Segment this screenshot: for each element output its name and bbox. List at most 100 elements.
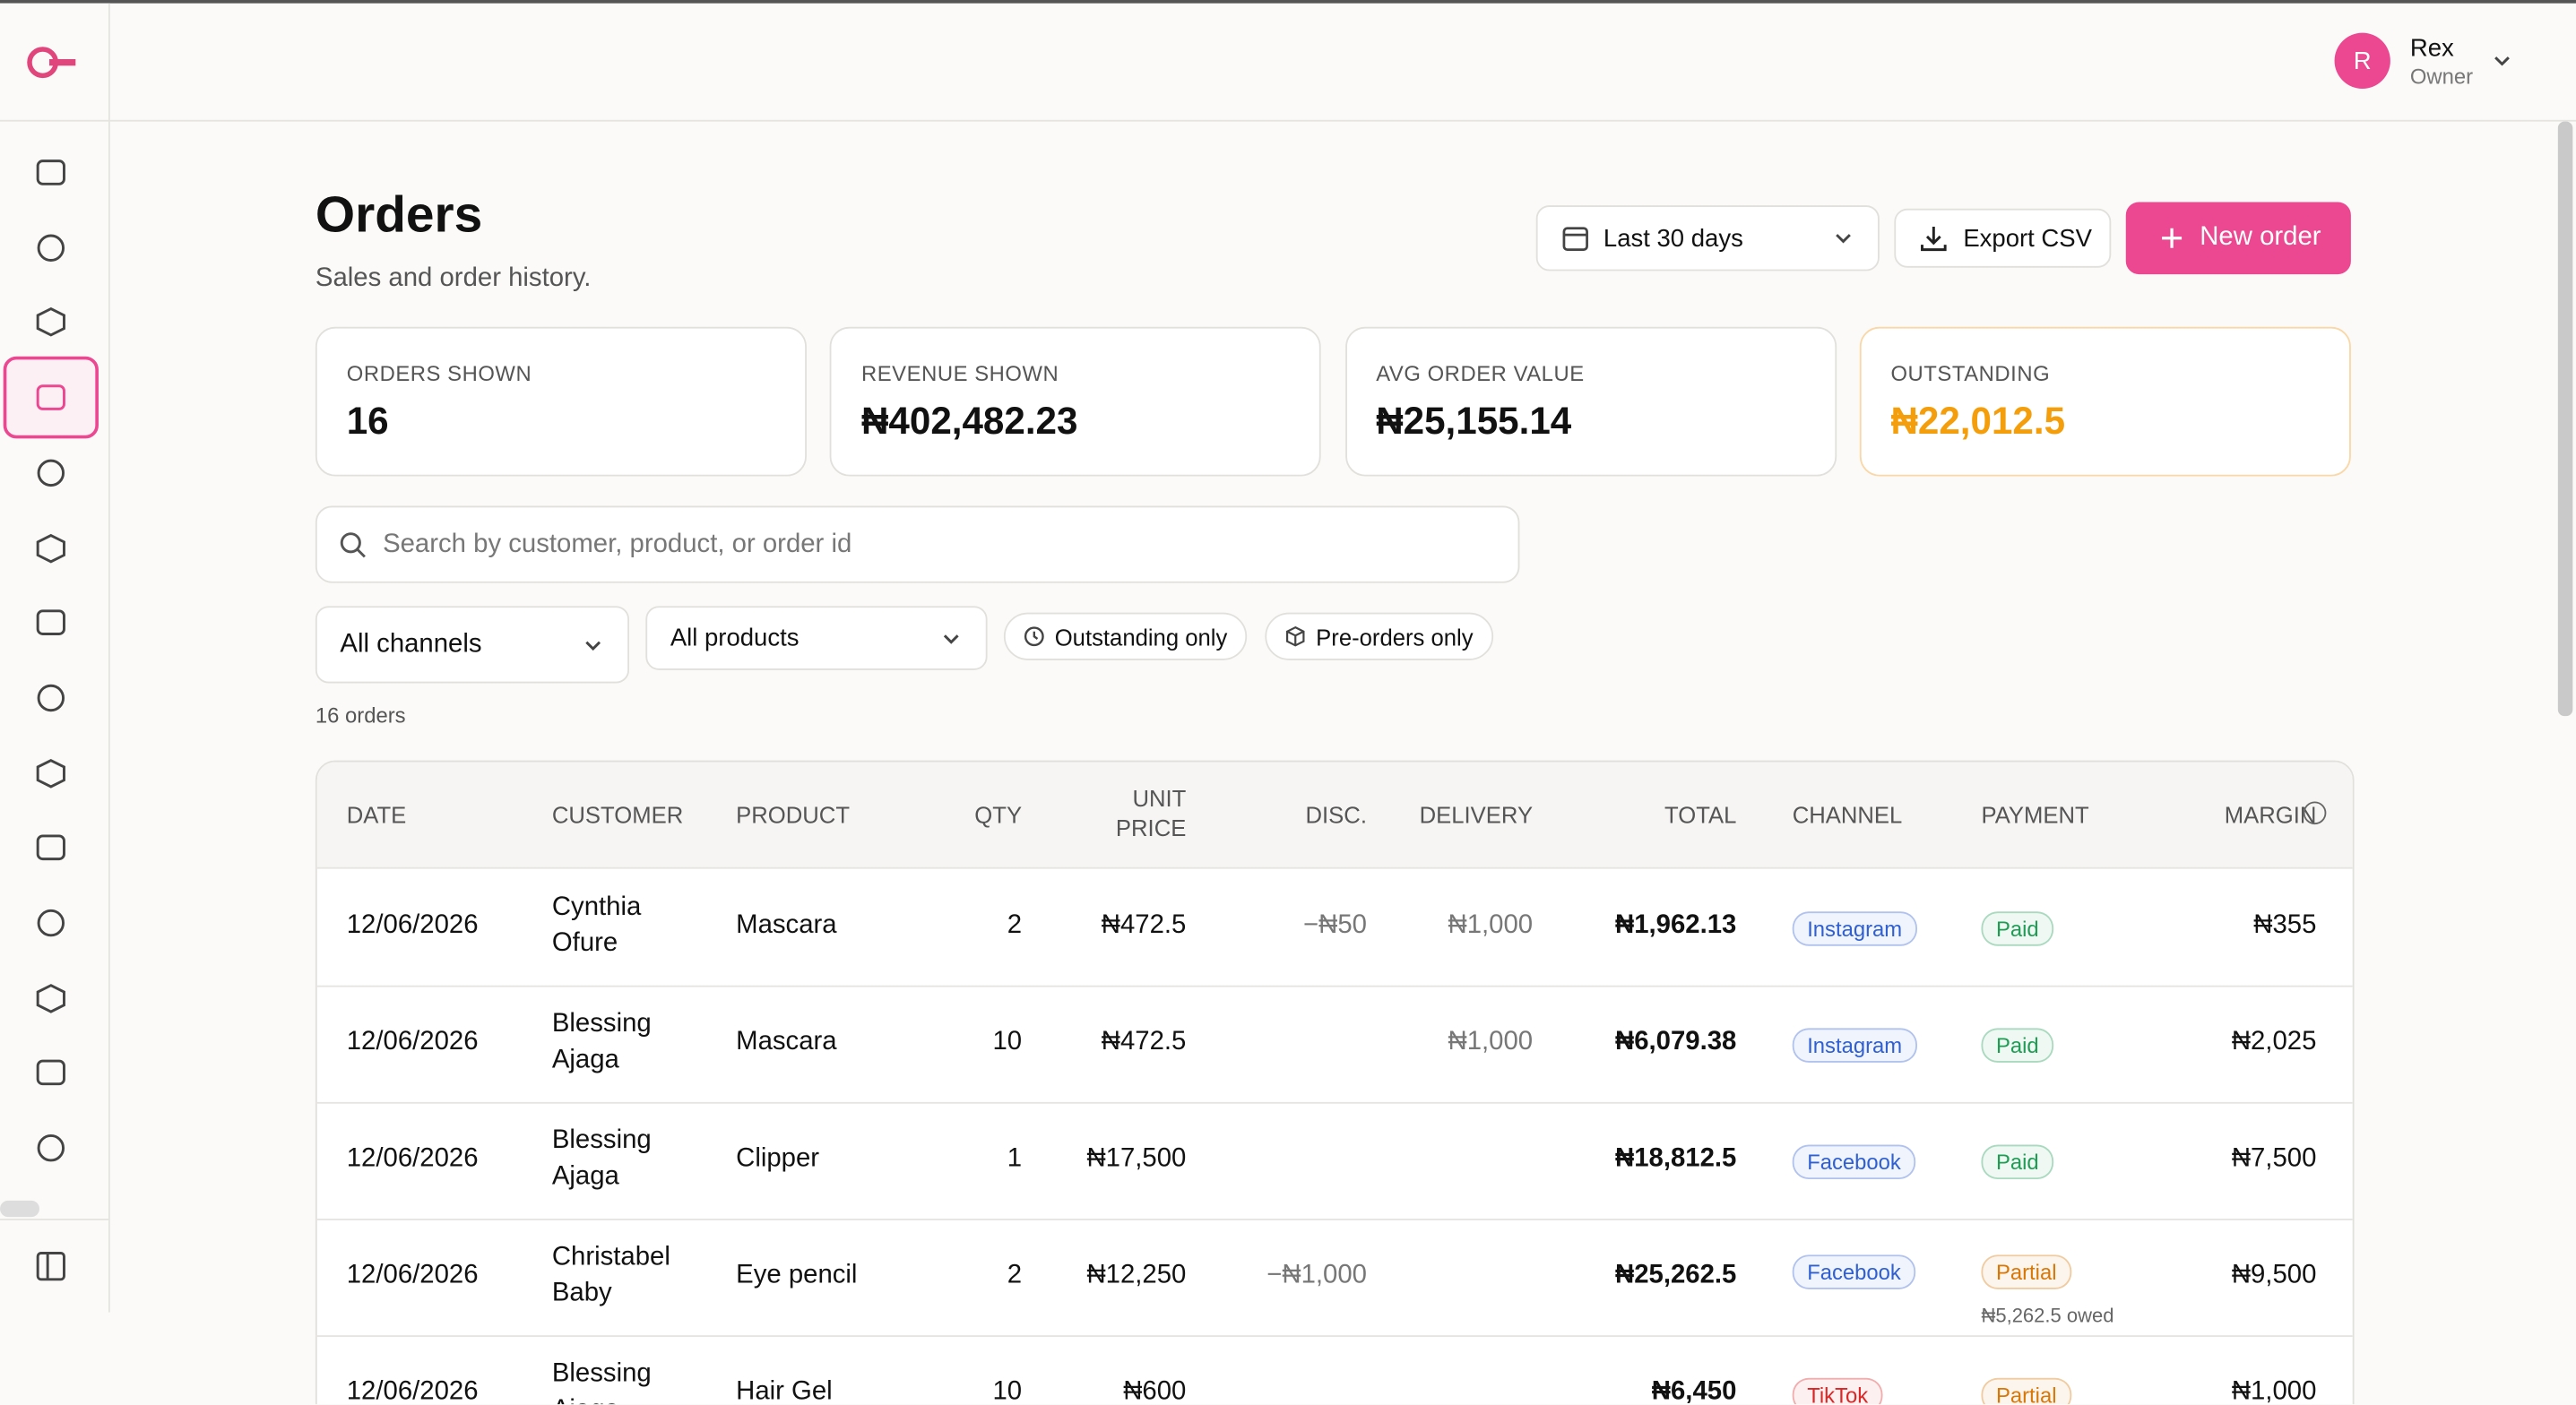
discount-cell: −₦50 <box>1303 911 1367 940</box>
nav-icon[interactable] <box>33 830 69 866</box>
product-cell: Clipper <box>736 1144 820 1173</box>
export-button[interactable]: Export CSV <box>1894 208 2112 268</box>
customer-cell: Blessing Ajaga <box>551 1126 652 1191</box>
product-cell: Mascara <box>736 911 837 940</box>
total-cell: ₦6,450 <box>1651 1377 1737 1405</box>
margin-cell: ₦9,500 <box>2231 1261 2317 1289</box>
search-box[interactable]: Search by customer, product, or order id <box>315 505 1520 583</box>
nav-icon[interactable] <box>33 229 69 265</box>
new-order-label: New order <box>2200 223 2321 252</box>
qty-cell: 1 <box>1007 1144 1023 1173</box>
nav-icon[interactable] <box>33 154 69 190</box>
channel-badge: Instagram <box>1792 1028 1917 1063</box>
column-header: DISC. <box>1305 801 1367 828</box>
outstanding-label: Outstanding only <box>1054 623 1228 650</box>
nav-icon[interactable] <box>33 605 69 641</box>
channel-badge: Facebook <box>1792 1254 1916 1289</box>
nav-icon[interactable] <box>33 980 69 1016</box>
product-filter[interactable]: All products <box>645 606 988 670</box>
download-icon <box>1921 226 1947 252</box>
qty-cell: 10 <box>992 1028 1023 1056</box>
date-cell: 12/06/2026 <box>346 1377 479 1405</box>
customer-cell: Blessing Ajaga <box>551 1359 652 1404</box>
nav-icon[interactable] <box>33 380 69 416</box>
chevron <box>943 634 959 643</box>
date-range: Last 30 days <box>1603 224 1743 253</box>
row-divider <box>316 1101 2353 1104</box>
stat-label: ORDERS SHOWN <box>346 361 532 386</box>
payment-badge: Paid <box>1981 1144 2054 1180</box>
user-role: Owner <box>2409 64 2474 89</box>
column-header: QTY <box>974 801 1023 828</box>
owed-note: ₦5,262.5 owed <box>1981 1304 2114 1327</box>
page-title: Orders <box>315 185 483 244</box>
date-range-select[interactable]: Last 30 days <box>1535 205 1880 272</box>
column-header: DELIVERY <box>1419 801 1534 828</box>
preorders-toggle[interactable]: Pre-orders only <box>1265 612 1493 660</box>
stat-card: ORDERS SHOWN 16 <box>315 326 807 477</box>
orders-table: DATE CUSTOMER PRODUCT QTY UNIT PRICE DISC. DEL… <box>315 760 2355 1405</box>
delivery-cell: ₦1,000 <box>1448 911 1534 940</box>
nav-icon[interactable] <box>33 905 69 941</box>
column-header: MARGIN <box>2224 801 2317 828</box>
channel-badge: Facebook <box>1792 1144 1916 1180</box>
channel-filter[interactable]: All channels <box>315 606 630 684</box>
column-header: TOTAL <box>1664 801 1737 828</box>
calendar-icon <box>1562 227 1588 251</box>
product-cell: Mascara <box>736 1028 837 1056</box>
column-header: PRODUCT <box>736 801 851 828</box>
customer-cell: Cynthia Ofure <box>551 893 642 958</box>
delivery-cell: ₦1,000 <box>1448 1028 1534 1056</box>
nav-icon[interactable] <box>33 454 69 490</box>
box-icon <box>1285 625 1305 647</box>
date-cell: 12/06/2026 <box>346 1261 479 1289</box>
stat-label: OUTSTANDING <box>1890 361 2051 386</box>
column-header: CHANNEL <box>1792 801 1903 828</box>
nav-icon[interactable] <box>33 1130 69 1166</box>
column-header: CUSTOMER <box>551 801 684 828</box>
payment-badge: Partial <box>1981 1377 2072 1405</box>
column-header: UNIT PRICE <box>1115 785 1187 841</box>
stat-label: REVENUE SHOWN <box>860 361 1059 386</box>
unit_price-cell: ₦12,250 <box>1086 1261 1187 1289</box>
row-divider <box>316 1219 2353 1220</box>
new-order-button[interactable]: New order <box>2125 202 2351 275</box>
nav-icon[interactable] <box>33 305 69 340</box>
total-cell: ₦18,812.5 <box>1615 1144 1737 1173</box>
collapse-sidebar[interactable] <box>33 1248 69 1284</box>
stat-label: AVG ORDER VALUE <box>1376 361 1585 386</box>
preorders-label: Pre-orders only <box>1316 623 1474 650</box>
info-icon[interactable] <box>2303 801 2327 825</box>
stat-value: 16 <box>346 399 389 443</box>
column-header: DATE <box>346 801 407 828</box>
payment-badge: Paid <box>1981 911 2054 946</box>
avatar[interactable]: R <box>2334 32 2390 89</box>
total-cell: ₦25,262.5 <box>1615 1261 1737 1289</box>
nav-icon[interactable] <box>33 1055 69 1090</box>
export-label: Export CSV <box>1963 224 2092 253</box>
chevron <box>585 640 601 651</box>
margin-cell: ₦1,000 <box>2231 1377 2317 1405</box>
stat-card: REVENUE SHOWN ₦402,482.23 <box>830 326 1322 477</box>
page-subtitle: Sales and order history. <box>315 264 592 293</box>
order-count: 16 orders <box>315 702 406 728</box>
row-divider <box>316 985 2353 987</box>
nav-icon[interactable] <box>33 530 69 565</box>
stat-card: OUTSTANDING ₦22,012.5 <box>1859 326 2351 477</box>
payment-badge: Partial <box>1981 1254 2072 1289</box>
customer-cell: Christabel Baby <box>551 1243 670 1307</box>
stat-value: ₦402,482.23 <box>860 399 1078 443</box>
unit_price-cell: ₦17,500 <box>1086 1144 1187 1173</box>
user-menu-chevron[interactable] <box>2491 49 2514 73</box>
outstanding-toggle[interactable]: Outstanding only <box>1003 612 1248 660</box>
channel-badge: Instagram <box>1792 911 1917 946</box>
logo <box>27 47 76 79</box>
active-nav-highlight <box>3 356 99 439</box>
search-placeholder: Search by customer, product, or order id <box>383 530 852 559</box>
nav-icon[interactable] <box>33 680 69 716</box>
qty-cell: 10 <box>992 1377 1023 1405</box>
row-divider <box>316 1335 2353 1337</box>
nav-icon[interactable] <box>33 754 69 790</box>
date-cell: 12/06/2026 <box>346 1028 479 1056</box>
